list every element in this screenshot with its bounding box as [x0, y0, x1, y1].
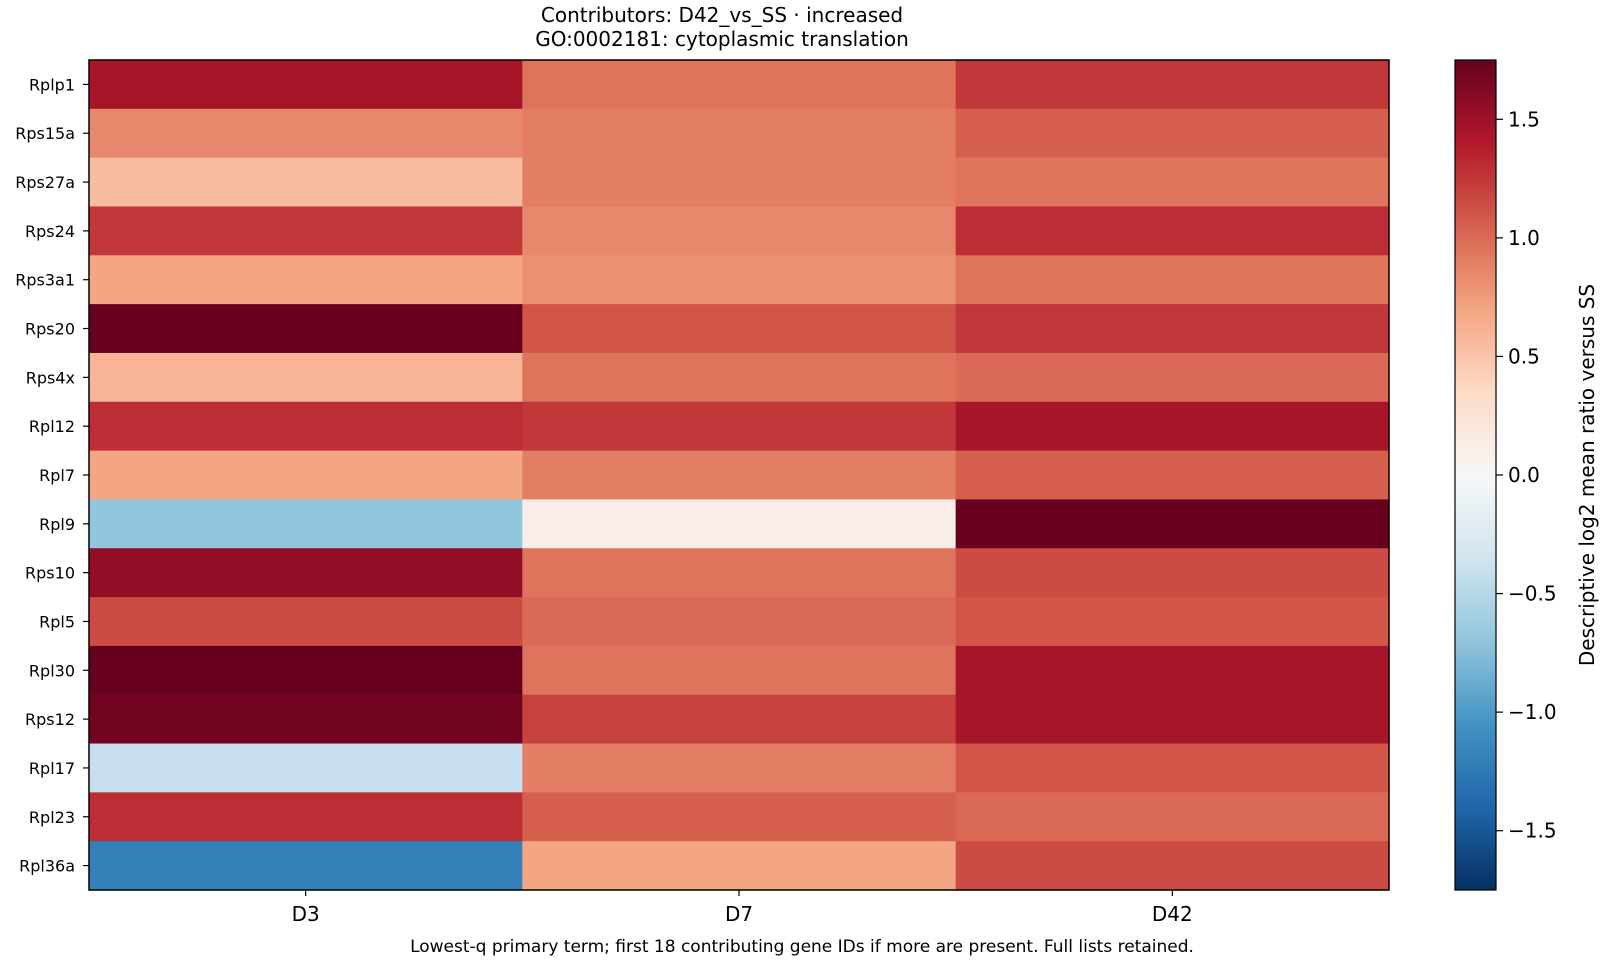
colorbar-axis: −1.5 −1.0 −0.5 0.0 0.5 1.0 1.5 — [1496, 107, 1557, 843]
heatmap-cell — [955, 401, 1390, 452]
colorbar-tick-label: −1.0 — [1508, 700, 1557, 724]
heatmap-cell — [522, 401, 957, 452]
heatmap-cell — [89, 304, 523, 354]
heatmap-cell — [89, 841, 523, 891]
heatmap-cell — [522, 304, 957, 354]
heatmap-cell — [89, 450, 523, 501]
heatmap-cell — [522, 597, 957, 647]
heatmap-cell — [955, 206, 1390, 256]
heatmap-cell — [89, 352, 523, 403]
figure-caption: Lowest-q primary term; first 18 contribu… — [410, 937, 1194, 957]
heatmap-cell — [89, 499, 523, 549]
heatmap-cell — [955, 841, 1390, 891]
heatmap-cell — [89, 206, 523, 256]
y-tick-label: Rpl17 — [29, 759, 75, 778]
heatmap-cell — [522, 352, 957, 403]
y-tick-label: Rps27a — [15, 173, 75, 192]
y-tick-label: Rps3a1 — [15, 271, 75, 290]
y-tick-label: Rps12 — [25, 710, 75, 729]
heatmap-cell — [89, 694, 523, 745]
heatmap-cell — [955, 157, 1390, 208]
heatmap-cell — [955, 597, 1390, 647]
heatmap-cell — [522, 841, 957, 891]
heatmap-cell — [955, 548, 1390, 598]
y-tick-label: Rps20 — [25, 320, 75, 339]
colorbar — [1454, 59, 1497, 891]
y-tick-label: Rpl12 — [29, 417, 75, 436]
y-tick-label: Rpl9 — [39, 515, 75, 534]
colorbar-tick-label: −1.5 — [1508, 819, 1557, 843]
heatmap-cell — [522, 206, 957, 256]
heatmap-cell — [89, 60, 523, 110]
heatmap-cell — [955, 60, 1390, 110]
heatmap-cell — [522, 548, 957, 598]
colorbar-tick-label: −0.5 — [1508, 582, 1557, 606]
heatmap-cell — [89, 645, 523, 696]
heatmap-cell — [522, 108, 957, 159]
y-tick-label: Rps4x — [26, 368, 75, 387]
y-tick-label: Rpl5 — [39, 612, 75, 631]
x-tick-label: D7 — [725, 902, 753, 926]
heatmap-cell — [89, 792, 523, 842]
colorbar-label: Descriptive log2 mean ratio versus SS — [1575, 284, 1599, 666]
heatmap-cell — [89, 743, 523, 793]
y-tick-label: Rps10 — [25, 564, 75, 583]
colorbar-tick-label: 1.0 — [1508, 226, 1540, 250]
heatmap-cell — [522, 645, 957, 696]
colorbar-tick-label: 0.5 — [1508, 344, 1540, 368]
heatmap-cell — [89, 108, 523, 159]
heatmap-cell — [522, 255, 957, 305]
chart-title: Contributors: D42_vs_SS · increased — [541, 3, 903, 27]
heatmap-cell — [522, 499, 957, 549]
heatmap-cell — [955, 108, 1390, 159]
heatmap-cell — [955, 743, 1390, 793]
heatmap-cell — [955, 645, 1390, 696]
x-tick-label: D42 — [1152, 902, 1193, 926]
heatmap-cell — [522, 157, 957, 208]
x-axis: D3 D7 D42 — [292, 890, 1193, 926]
heatmap-cell — [89, 548, 523, 598]
heatmap-cell — [955, 450, 1390, 501]
heatmap-cell — [89, 255, 523, 305]
heatmap-cell — [522, 694, 957, 745]
heatmap-cell — [89, 401, 523, 452]
y-axis: Rplp1 Rps15a Rps27a Rps24 Rps3a1 Rps20 Rps4x Rp… — [15, 75, 89, 876]
y-tick-label: Rps15a — [15, 124, 75, 143]
colorbar-tick-label: 1.5 — [1508, 107, 1540, 131]
heatmap-cell — [522, 743, 957, 793]
heatmap-cell — [89, 157, 523, 208]
heatmap-cell — [955, 694, 1390, 745]
heatmap-cell — [955, 304, 1390, 354]
y-tick-label: Rpl7 — [39, 466, 75, 485]
heatmap-cell — [522, 60, 957, 110]
heatmap-cell — [522, 450, 957, 501]
heatmap-cell — [955, 352, 1390, 403]
y-tick-label: Rplp1 — [29, 75, 75, 94]
heatmap-cell — [955, 499, 1390, 549]
heatmap-cell — [955, 255, 1390, 305]
y-tick-label: Rps24 — [25, 222, 75, 241]
y-tick-label: Rpl30 — [29, 661, 75, 680]
chart-subtitle: GO:0002181: cytoplasmic translation — [535, 27, 909, 51]
y-tick-label: Rpl23 — [29, 808, 75, 827]
heatmap-cell — [522, 792, 957, 842]
heatmap-cells — [89, 60, 1390, 891]
y-tick-label: Rpl36a — [19, 857, 75, 876]
heatmap-cell — [955, 792, 1390, 842]
heatmap-cell — [89, 597, 523, 647]
colorbar-tick-label: 0.0 — [1508, 463, 1540, 487]
x-tick-label: D3 — [292, 902, 320, 926]
